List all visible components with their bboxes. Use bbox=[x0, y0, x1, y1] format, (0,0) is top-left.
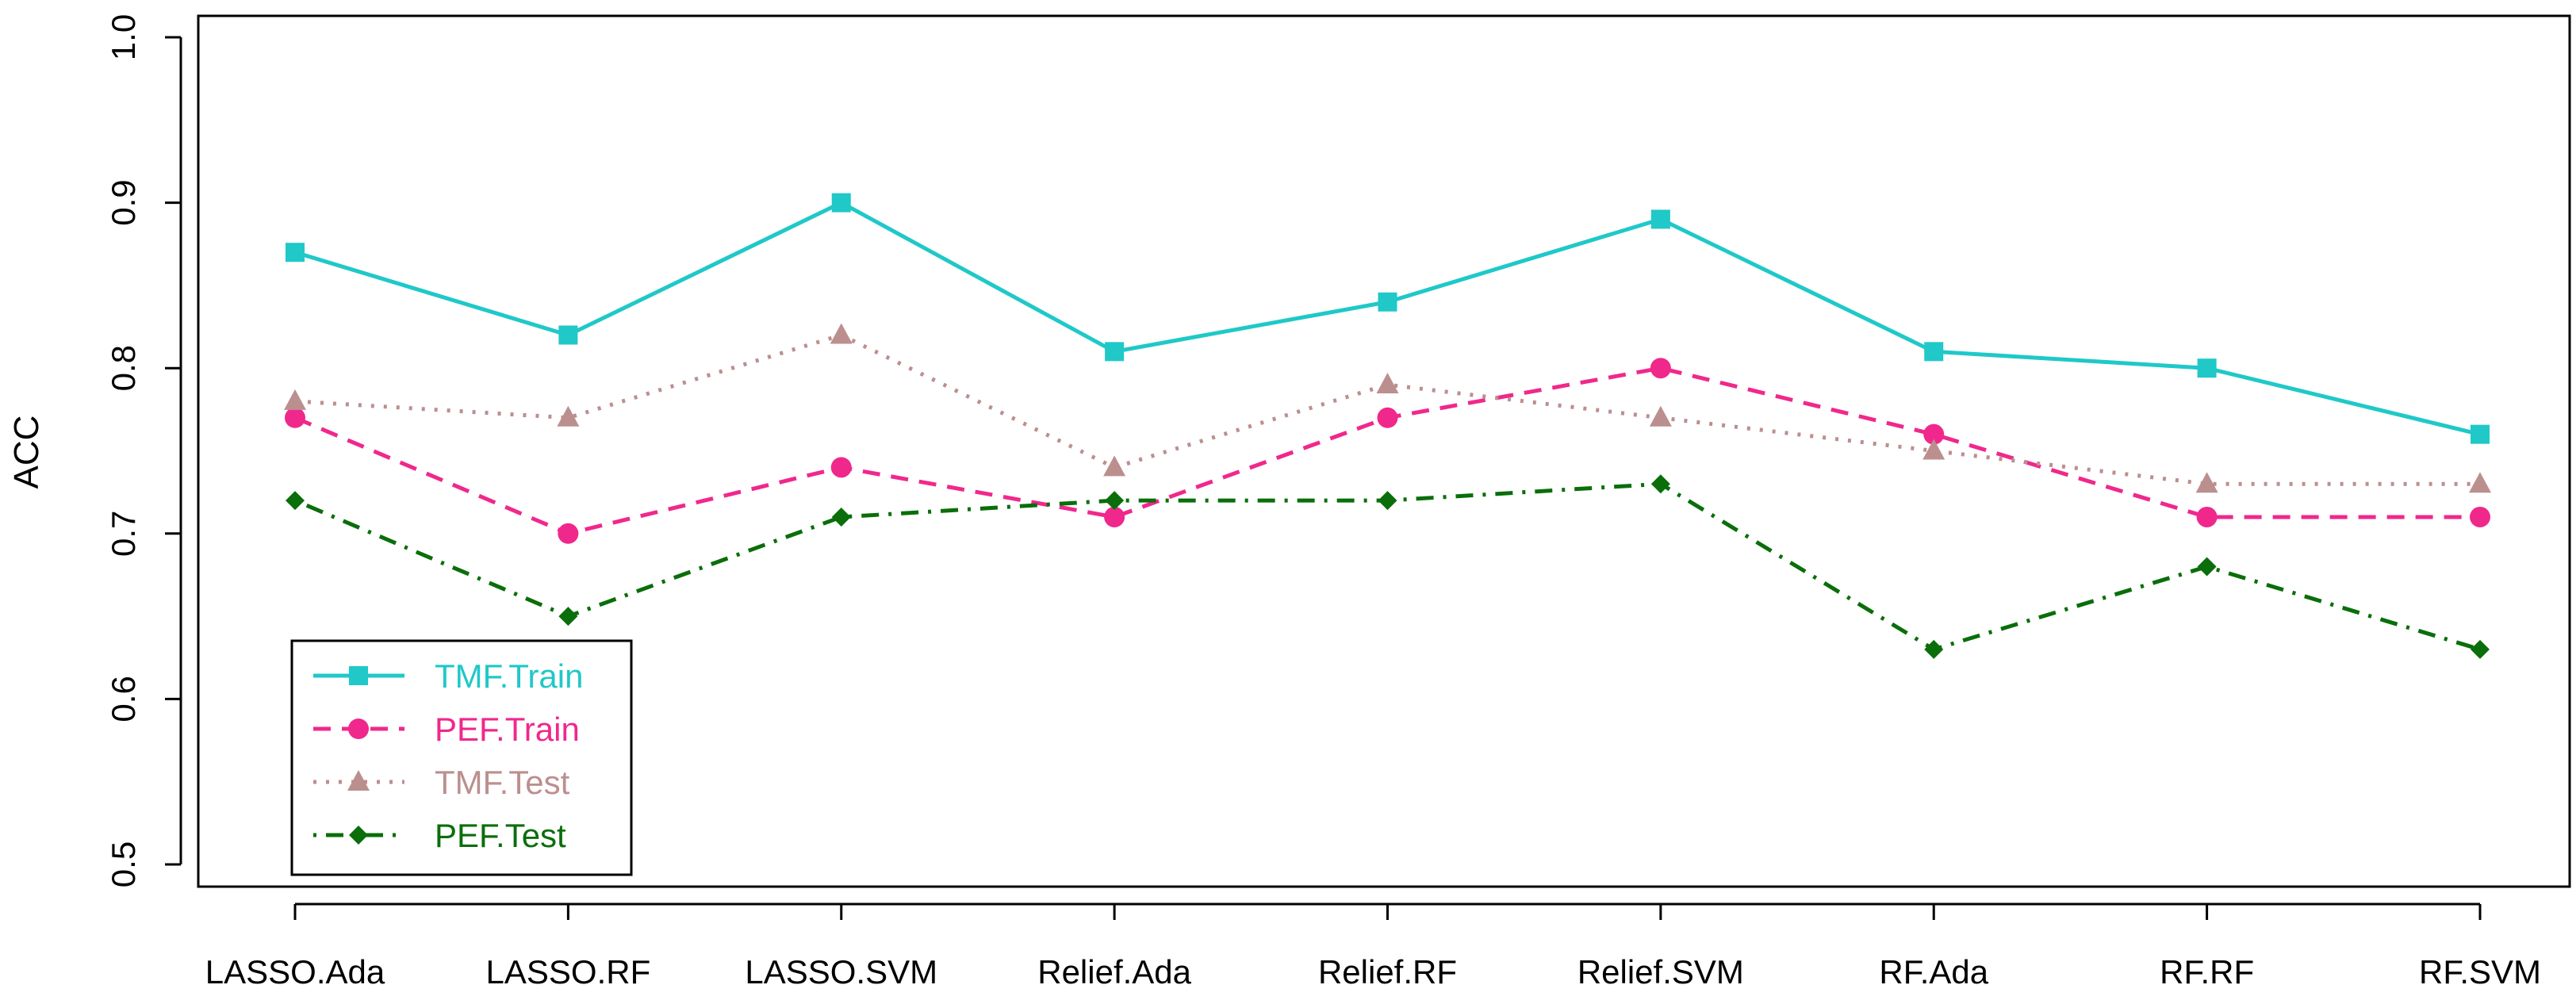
legend-item: PEF.Test bbox=[313, 817, 566, 854]
data-point bbox=[1924, 639, 1944, 659]
x-tick-label: RF.Ada bbox=[1879, 953, 1988, 991]
series-tmf-train bbox=[286, 193, 2490, 444]
data-point bbox=[1923, 423, 1945, 445]
legend-marker bbox=[348, 719, 369, 739]
data-point bbox=[1650, 474, 1670, 494]
y-tick-label: 0.8 bbox=[105, 345, 142, 391]
data-point bbox=[2471, 424, 2490, 444]
data-point bbox=[1650, 209, 1670, 229]
y-axis: 0.5 0.6 0.7 0.8 0.9 1.0 bbox=[105, 14, 182, 887]
data-point bbox=[1650, 358, 1671, 379]
data-point bbox=[831, 507, 851, 527]
data-point bbox=[558, 523, 579, 544]
data-point bbox=[1377, 407, 1398, 428]
series-pef-test bbox=[286, 474, 2490, 659]
legend-marker bbox=[349, 666, 368, 685]
data-point bbox=[2470, 506, 2490, 527]
data-point bbox=[1105, 491, 1125, 511]
data-point bbox=[286, 491, 305, 511]
y-tick-label: 1.0 bbox=[105, 14, 142, 60]
x-tick-label: LASSO.Ada bbox=[205, 953, 385, 991]
data-point bbox=[1378, 292, 1397, 312]
y-tick-label: 0.5 bbox=[105, 841, 142, 887]
x-tick-label: RF.RF bbox=[2160, 953, 2254, 991]
legend-label: PEF.Train bbox=[435, 711, 580, 748]
x-tick-label: LASSO.RF bbox=[486, 953, 651, 991]
legend-marker bbox=[347, 770, 370, 791]
data-point bbox=[1105, 342, 1125, 362]
data-point bbox=[1649, 405, 1672, 427]
legend-marker bbox=[349, 826, 368, 845]
legend-item: PEF.Train bbox=[313, 711, 580, 748]
data-point bbox=[1378, 491, 1397, 511]
legend-label: TMF.Test bbox=[435, 764, 570, 801]
data-point bbox=[557, 405, 580, 427]
legend-label: TMF.Train bbox=[435, 657, 583, 695]
data-point bbox=[286, 243, 305, 262]
x-tick-label: Relief.RF bbox=[1318, 953, 1457, 991]
data-point bbox=[1922, 439, 1945, 460]
data-point bbox=[1376, 373, 1399, 394]
series-layer bbox=[284, 193, 2491, 659]
plot-frame bbox=[197, 14, 2571, 888]
data-point bbox=[2469, 472, 2491, 493]
data-point bbox=[830, 323, 853, 344]
x-tick-label: RF.SVM bbox=[2419, 953, 2541, 991]
series-tmf-test bbox=[284, 323, 2491, 493]
legend-label: PEF.Test bbox=[435, 817, 566, 854]
data-point bbox=[558, 325, 578, 345]
data-point bbox=[285, 407, 305, 428]
series-pef-train bbox=[285, 358, 2490, 544]
data-point bbox=[831, 193, 851, 213]
x-tick-label: Relief.Ada bbox=[1037, 953, 1191, 991]
x-axis: LASSO.Ada LASSO.RF LASSO.SVM Relief.Ada Reli… bbox=[205, 902, 2541, 991]
data-point bbox=[2196, 506, 2218, 527]
data-point bbox=[2195, 472, 2218, 493]
series-line bbox=[294, 332, 2480, 486]
data-point bbox=[830, 457, 852, 478]
x-tick-label: Relief.SVM bbox=[1577, 953, 1744, 991]
data-point bbox=[2197, 557, 2217, 577]
legend: TMF.Train PEF.Train TMF.Test PEF.Test bbox=[290, 639, 633, 876]
legend-box bbox=[290, 639, 633, 876]
legend-item: TMF.Train bbox=[313, 657, 583, 695]
y-tick-label: 0.7 bbox=[105, 511, 142, 557]
x-tick-label: LASSO.SVM bbox=[745, 953, 937, 991]
data-point bbox=[2197, 358, 2217, 378]
data-point bbox=[1103, 455, 1126, 477]
data-point bbox=[284, 389, 306, 410]
y-axis-title: ACC bbox=[7, 416, 46, 489]
data-point bbox=[1104, 506, 1125, 527]
data-point bbox=[558, 607, 578, 627]
data-point bbox=[2471, 639, 2490, 659]
y-tick-label: 0.6 bbox=[105, 676, 142, 722]
legend-item: TMF.Test bbox=[313, 764, 570, 801]
data-point bbox=[1924, 342, 1944, 362]
y-tick-label: 0.9 bbox=[105, 179, 142, 225]
